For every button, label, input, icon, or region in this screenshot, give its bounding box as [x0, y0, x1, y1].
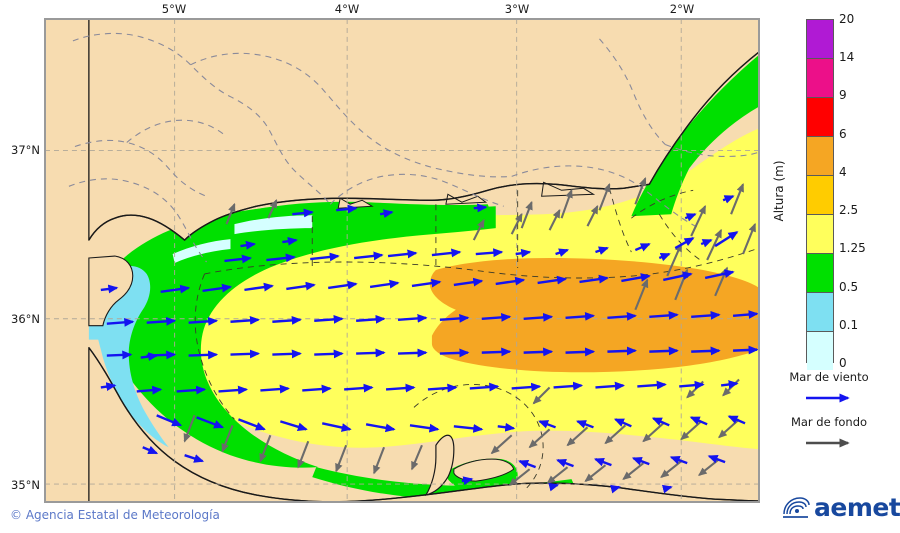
wind-sea-arrow-field: [100, 195, 759, 494]
x-tick-label-5w: 5°W: [161, 2, 187, 16]
wave-height-map[interactable]: [44, 18, 760, 503]
colorbar-band-0-0p1: [807, 331, 833, 370]
coastline-africa: [88, 347, 759, 502]
legend-swell-arrow-icon: [806, 438, 850, 448]
colorbar-tick-2p5: 2.5: [839, 203, 859, 217]
colorbar-tick-0p1: 0.1: [839, 318, 859, 332]
aemet-wordmark: aemet: [814, 492, 900, 522]
sea-band-0-0p1-west: [172, 239, 231, 263]
colorbar-band-0p5-1p25: [807, 253, 833, 293]
y-tick-label-37n: 37°N: [11, 143, 40, 157]
colorbar-title: Altura (m): [772, 160, 786, 222]
y-tick-label-35n: 35°N: [11, 478, 40, 492]
colorbar-tick-1p25: 1.25: [839, 241, 866, 255]
colorbar-band-14-20: [807, 20, 833, 59]
aemet-logo[interactable]: aemet: [781, 494, 900, 520]
legend-wind-sea-arrow-icon: [806, 393, 850, 403]
legend-label-swell: Mar de fondo: [790, 415, 868, 429]
colorbar-band-1p25-2p5: [807, 214, 833, 254]
colorbar-tick-9: 9: [839, 88, 847, 102]
x-tick-label-3w: 3°W: [504, 2, 530, 16]
legend-label-wind-sea: Mar de viento: [789, 370, 869, 384]
coastline-iberia: [88, 51, 759, 241]
gridlines: [45, 19, 759, 502]
colorbar-band-2p5-4: [807, 175, 833, 215]
land-cape-tres-forcas: [424, 434, 455, 496]
colorbar-tick-0p5: 0.5: [839, 280, 859, 294]
land-coast-detail-1: [337, 197, 374, 209]
colorbar-band-0p1-0p5: [807, 292, 833, 332]
sea-band-0p1-0p5-inlet: [88, 325, 117, 340]
map-canvas: [45, 19, 759, 502]
colorbar-tick-6: 6: [839, 127, 847, 141]
x-tick-label-2w: 2°W: [669, 2, 695, 16]
aemet-swirl-icon: [783, 497, 810, 518]
colorbar-tick-20: 20: [839, 12, 855, 26]
colorbar-band-6-9: [807, 97, 833, 137]
copyright-notice: © Agencia Estatal de Meteorología: [10, 508, 220, 522]
colorbar-tick-14: 14: [839, 50, 855, 64]
colorbar-band-4-6: [807, 136, 833, 176]
admin-borders: [68, 32, 759, 263]
x-tick-label-4w: 4°W: [334, 2, 360, 16]
y-tick-label-36n: 36°N: [11, 312, 40, 326]
sea-band-0p5-1p25-west: [96, 203, 496, 468]
colorbar-tick-0: 0: [839, 356, 847, 370]
colorbar[interactable]: [806, 19, 834, 370]
colorbar-tick-4: 4: [839, 165, 847, 179]
sea-band-0p5-1p25-northeast: [631, 54, 759, 217]
land-coast-detail-2: [445, 193, 488, 205]
land-coast-detail-3: [541, 181, 596, 197]
plot-frame: [45, 19, 759, 502]
sea-band-0-0p1: [234, 215, 313, 235]
colorbar-band-9-14: [807, 58, 833, 98]
